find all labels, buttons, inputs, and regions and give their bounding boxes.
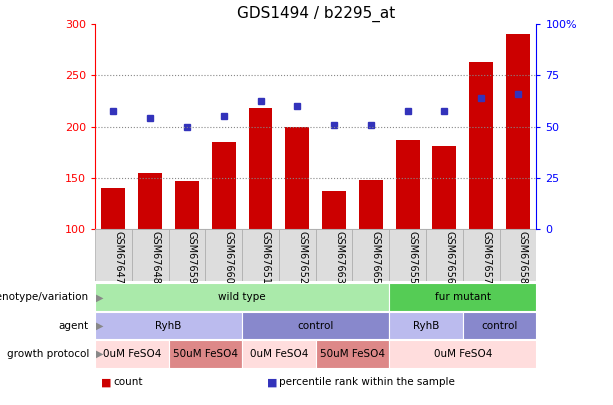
Bar — [175, 181, 199, 229]
Bar — [279, 229, 316, 281]
Bar — [389, 284, 536, 311]
Bar — [95, 229, 132, 281]
Bar — [433, 146, 457, 229]
Bar — [205, 229, 242, 281]
Text: GSM67656: GSM67656 — [444, 231, 454, 284]
Bar — [389, 340, 536, 368]
Title: GDS1494 / b2295_at: GDS1494 / b2295_at — [237, 5, 395, 21]
Text: GSM67651: GSM67651 — [261, 231, 270, 284]
Text: percentile rank within the sample: percentile rank within the sample — [279, 377, 455, 387]
Bar — [470, 62, 493, 229]
Text: GSM67659: GSM67659 — [187, 231, 197, 284]
Text: 50uM FeSO4: 50uM FeSO4 — [320, 349, 385, 359]
Text: GSM67655: GSM67655 — [408, 231, 417, 284]
Text: 50uM FeSO4: 50uM FeSO4 — [173, 349, 238, 359]
Bar — [242, 312, 389, 339]
Text: 0uM FeSO4: 0uM FeSO4 — [249, 349, 308, 359]
Text: GSM67665: GSM67665 — [371, 231, 381, 284]
Bar — [139, 173, 162, 229]
Bar — [463, 312, 536, 339]
Text: GSM67658: GSM67658 — [518, 231, 528, 284]
Text: RyhB: RyhB — [155, 321, 182, 330]
Text: wild type: wild type — [218, 292, 266, 302]
Bar — [242, 340, 316, 368]
Text: GSM67647: GSM67647 — [113, 231, 123, 284]
Text: GSM67660: GSM67660 — [224, 231, 234, 284]
Bar — [95, 340, 169, 368]
Bar — [389, 229, 426, 281]
Text: 0uM FeSO4: 0uM FeSO4 — [433, 349, 492, 359]
Text: control: control — [297, 321, 334, 330]
Bar — [286, 126, 310, 229]
Bar — [396, 140, 419, 229]
Text: 0uM FeSO4: 0uM FeSO4 — [102, 349, 161, 359]
Bar — [132, 229, 169, 281]
Bar — [95, 312, 242, 339]
Text: ▶: ▶ — [96, 349, 104, 359]
Bar — [249, 108, 273, 229]
Bar — [463, 229, 500, 281]
Bar — [169, 229, 205, 281]
Text: RyhB: RyhB — [413, 321, 440, 330]
Text: ■: ■ — [101, 377, 112, 387]
Bar — [506, 34, 530, 229]
Bar — [500, 229, 536, 281]
Text: GSM67648: GSM67648 — [150, 231, 160, 284]
Bar — [95, 284, 389, 311]
Text: genotype/variation: genotype/variation — [0, 292, 89, 302]
Text: ■: ■ — [267, 377, 277, 387]
Bar — [212, 142, 236, 229]
Text: control: control — [481, 321, 518, 330]
Bar — [352, 229, 389, 281]
Bar — [426, 229, 463, 281]
Text: ▶: ▶ — [96, 292, 104, 302]
Bar — [169, 340, 242, 368]
Bar — [322, 191, 346, 229]
Text: agent: agent — [59, 321, 89, 330]
Text: GSM67657: GSM67657 — [481, 231, 491, 284]
Text: count: count — [113, 377, 143, 387]
Bar — [102, 188, 126, 229]
Text: GSM67652: GSM67652 — [297, 231, 307, 284]
Bar — [316, 340, 389, 368]
Bar — [242, 229, 279, 281]
Text: growth protocol: growth protocol — [7, 349, 89, 359]
Text: ▶: ▶ — [96, 321, 104, 330]
Bar — [359, 180, 383, 229]
Bar — [389, 312, 463, 339]
Bar — [316, 229, 352, 281]
Text: fur mutant: fur mutant — [435, 292, 491, 302]
Text: GSM67663: GSM67663 — [334, 231, 344, 284]
